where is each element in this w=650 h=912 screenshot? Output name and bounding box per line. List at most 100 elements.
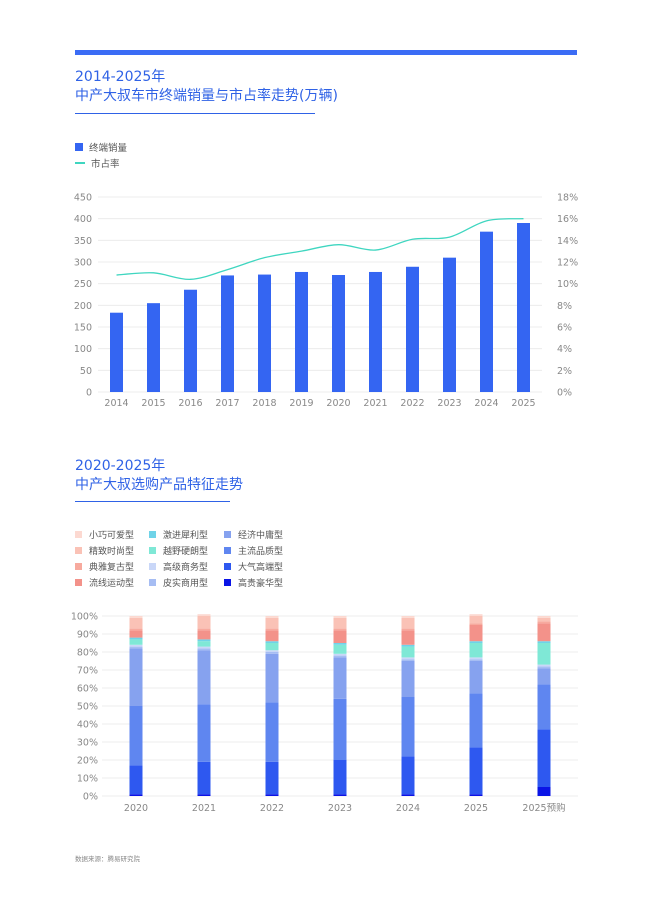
chart2-legend-swatch [75,547,82,554]
chart1-y2tick-label: 18% [557,193,578,204]
chart2-bar-segment [265,761,279,795]
chart2-bar-segment [537,668,551,685]
chart2-legend-swatch [149,547,156,554]
chart2-bar-segment [129,616,143,618]
chart2-legend-item: 大气高端型 [224,560,283,573]
chart2-bar-segment [401,659,415,661]
chart2-bar-segment [469,625,483,642]
chart1-xtick-label: 2016 [178,398,202,409]
chart2-legend-label: 大气高端型 [238,563,284,573]
chart1-ytick-label: 0 [86,388,92,399]
chart2-legend-item: 皮实商用型 [149,576,208,589]
chart2-bar-segment [129,628,143,631]
chart2-bar-segment [401,630,415,645]
chart2-bar-segment [197,630,211,640]
chart2-bar-segment [197,650,211,705]
chart2-bar-segment [265,794,279,796]
chart1-legend-line: 市占率 [75,156,120,170]
chart1-y2tick-label: 6% [557,323,572,334]
chart2-bar-segment [333,643,347,645]
chart2-bar-segment [469,657,483,660]
chart2-bar-segment [129,646,143,649]
chart1-bar [517,223,530,392]
chart1-title: 2014-2025年 中产大叔车市终端销量与市占率走势(万辆) [75,68,338,106]
chart2-bar-segment [197,761,211,795]
chart2-xtick-label: 2022 [260,803,284,814]
chart2-bar-segment [537,623,551,642]
chart2-title: 2020-2025年 中产大叔选购产品特征走势 [75,457,243,495]
chart2-bar-segment [129,794,143,796]
chart2-legend-label: 小巧可爱型 [89,531,135,541]
chart2-ytick-label: 10% [77,774,98,785]
chart2-bar-segment [129,639,143,645]
chart2-title-line2: 中产大叔选购产品特征走势 [75,477,243,493]
chart2-bar-segment [469,693,483,748]
chart2-bar-segment [197,646,211,649]
chart2-legend-label: 高贵豪华型 [238,579,284,589]
chart2-bar-segment [197,648,211,651]
chart2-bar-segment [401,616,415,618]
chart2-legend-label: 经济中庸型 [238,531,284,541]
chart2-bar-segment [333,616,347,618]
chart2-legend-item: 主流品质型 [224,544,283,557]
chart1-bar [332,275,345,392]
chart2-xtick-label: 2025 [464,803,488,814]
chart2-legend-item: 精致时尚型 [75,544,134,557]
chart2-legend-item: 高级商务型 [149,560,208,573]
chart2-bar-segment [197,794,211,796]
chart2-bar-segment [333,794,347,796]
chart1-y2tick-label: 2% [557,366,572,377]
chart2-bar-segment [469,616,483,624]
chart1-xtick-label: 2020 [326,398,350,409]
chart2-bar-segment [129,630,143,638]
chart1-xtick-label: 2025 [511,398,535,409]
chart2-bar-segment [333,698,347,760]
chart2-bar-segment [401,617,415,629]
chart2-bar-segment [333,630,347,643]
chart2-bar-segment [537,729,551,787]
chart2-bar-segment [469,623,483,625]
chart1-bar [480,231,493,392]
chart2-ytick-label: 0% [83,792,98,803]
chart2-bar-segment [197,704,211,762]
chart2-legend-swatch [75,531,82,538]
chart1-xtick-label: 2014 [104,398,128,409]
chart2-bar-segment [401,697,415,757]
chart1-ytick-label: 400 [74,214,92,225]
chart1-ytick-label: 300 [74,258,92,269]
chart2-legend-item: 激进犀利型 [149,528,208,541]
legend-label-share: 市占率 [91,159,120,170]
chart2-bar-segment [401,657,415,660]
chart1-bar [147,303,160,392]
legend-swatch-line [75,162,85,164]
chart1-xtick-label: 2024 [474,398,498,409]
chart2-xtick-label: 2025预购 [522,802,565,814]
chart2-bar-segment [469,614,483,616]
chart2-ytick-label: 30% [77,738,98,749]
chart1-bar [443,257,456,392]
chart2-legend-swatch [224,547,231,554]
chart1-title-line1: 2014-2025年 [75,69,166,85]
chart2-legend-item: 小巧可爱型 [75,528,134,541]
chart2-bar-segment [537,621,551,624]
chart2-xtick-label: 2020 [124,803,148,814]
chart1-xtick-label: 2017 [215,398,239,409]
chart2-legend-swatch [149,563,156,570]
chart1-title-line2: 中产大叔车市终端销量与市占率走势(万辆) [75,88,338,104]
chart2-legend-label: 主流品质型 [238,547,284,557]
chart2-bar-segment [265,653,279,703]
chart2-bar-segment [265,641,279,643]
chart1-ytick-label: 250 [74,279,92,290]
chart2-bar-segment [401,756,415,795]
legend-label-sales: 终端销量 [89,143,128,154]
chart1-ytick-label: 50 [80,366,92,377]
chart2-legend-swatch [224,563,231,570]
chart2-bar-segment [265,702,279,762]
chart2-legend-item: 流线运动型 [75,576,134,589]
chart2-bar-segment [197,641,211,647]
chart2-ytick-label: 70% [77,666,98,677]
chart1-title-rule [75,113,315,114]
chart2-legend-label: 越野硬朗型 [163,547,209,557]
chart1-ytick-label: 200 [74,301,92,312]
chart2-bar-segment [129,706,143,766]
